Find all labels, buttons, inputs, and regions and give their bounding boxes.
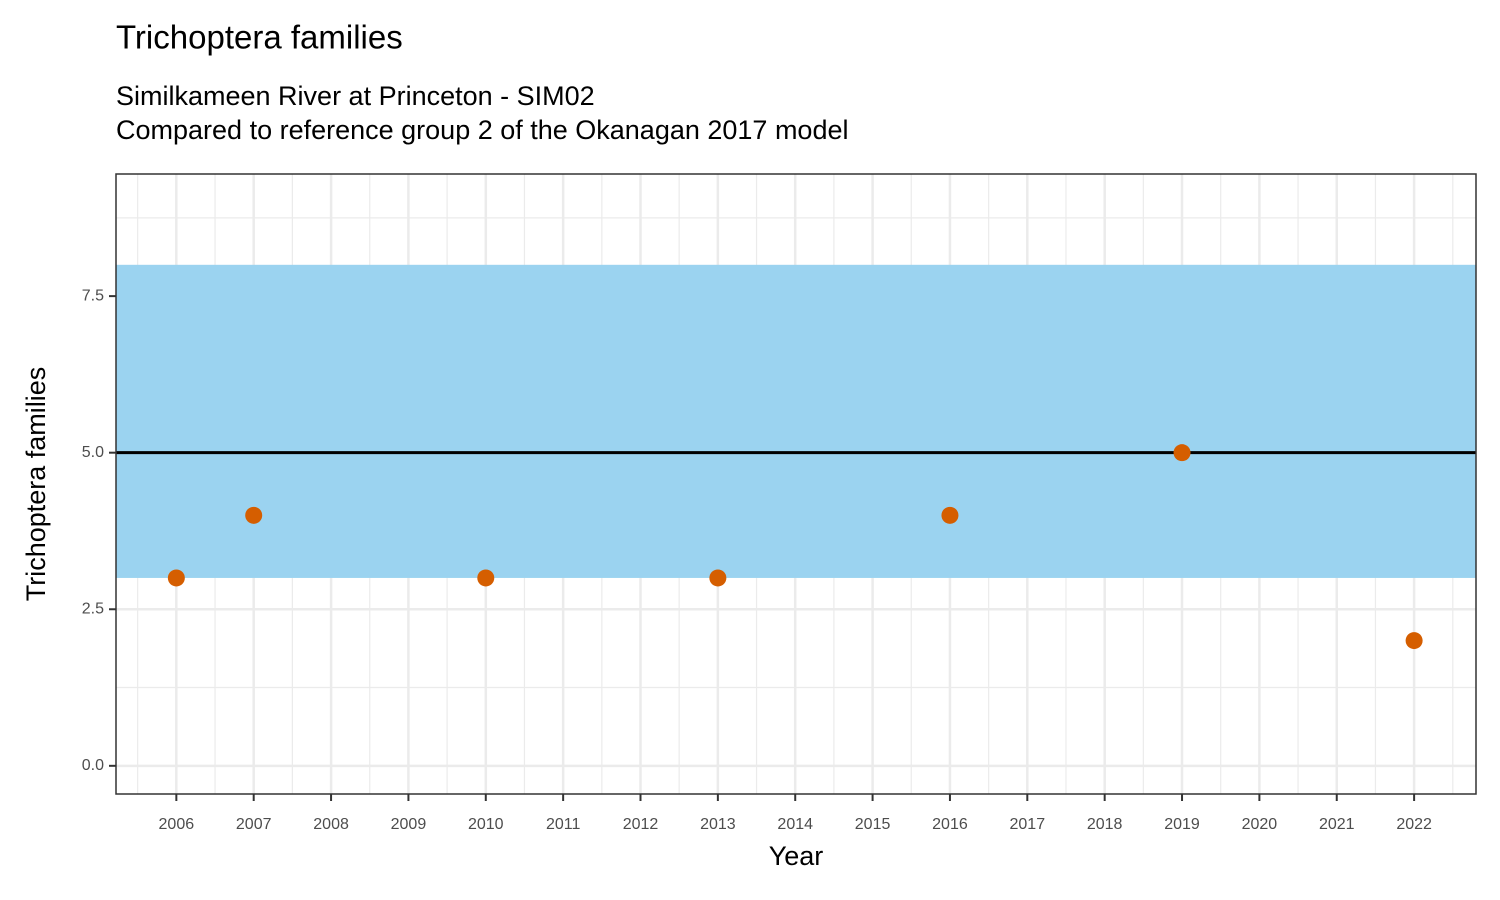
x-tick-label: 2010 <box>468 816 504 833</box>
x-tick-label: 2007 <box>236 816 272 833</box>
x-tick-label: 2018 <box>1087 816 1123 833</box>
y-tick-label: 5.0 <box>82 444 104 461</box>
x-tick-label: 2006 <box>159 816 195 833</box>
y-axis-title: Trichoptera families <box>21 367 51 602</box>
y-tick-label: 0.0 <box>82 757 104 774</box>
point <box>245 506 263 524</box>
x-tick-label: 2017 <box>1010 816 1046 833</box>
x-tick-label: 2014 <box>777 816 813 833</box>
x-tick-label: 2013 <box>700 816 736 833</box>
x-tick-label: 2008 <box>313 816 349 833</box>
y-tick-label: 7.5 <box>82 287 104 304</box>
x-tick-label: 2020 <box>1242 816 1278 833</box>
point <box>477 569 495 587</box>
chart-subtitle: Similkameen River at Princeton - SIM02 <box>116 81 595 111</box>
x-tick-label: 2016 <box>932 816 968 833</box>
x-tick-label: 2022 <box>1396 816 1432 833</box>
reference-band <box>116 264 1476 578</box>
x-tick-label: 2015 <box>855 816 891 833</box>
chart-title: Trichoptera families <box>116 19 403 56</box>
point <box>709 569 727 587</box>
point <box>1173 444 1191 462</box>
point <box>941 506 959 524</box>
chart-subtitle: Compared to reference group 2 of the Oka… <box>116 115 848 145</box>
x-tick-label: 2012 <box>623 816 659 833</box>
point <box>1405 632 1423 650</box>
point <box>167 569 185 587</box>
y-tick-label: 2.5 <box>82 600 104 617</box>
panel-border <box>115 173 1477 795</box>
x-tick-label: 2021 <box>1319 816 1355 833</box>
x-axis-title: Year <box>769 841 824 871</box>
x-tick-label: 2011 <box>546 816 581 833</box>
x-tick-label: 2019 <box>1164 816 1200 833</box>
x-tick-label: 2009 <box>391 816 427 833</box>
